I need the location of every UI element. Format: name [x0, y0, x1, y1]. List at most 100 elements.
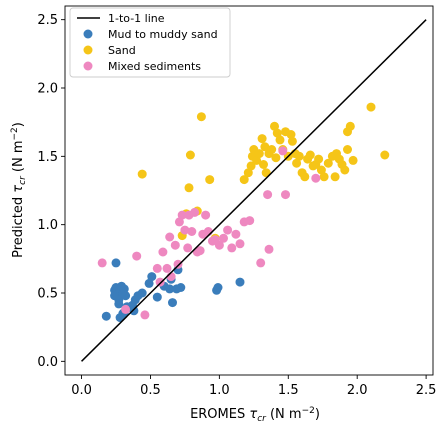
point-2-33: [245, 216, 255, 226]
x-tick-label-2: 1.0: [209, 383, 230, 398]
point-0-23: [147, 272, 157, 282]
point-1-37: [305, 150, 315, 160]
point-2-35: [263, 190, 273, 200]
legend-label-mud: Mud to muddy sand: [108, 28, 218, 41]
one-to-one-line: [81, 19, 427, 362]
point-1-25: [275, 135, 285, 145]
point-0-1: [111, 258, 121, 268]
point-1-15: [254, 149, 264, 159]
y-axis-label: Predicted τcr (N m−2): [10, 122, 28, 258]
point-1-40: [314, 154, 324, 164]
y-axis: 0.0 0.5 1.0 1.5 2.0 2.5: [37, 13, 65, 370]
point-2-31: [235, 239, 245, 249]
legend-swatch-sand: [83, 45, 93, 55]
point-0-28: [168, 298, 177, 308]
point-1-29: [286, 130, 296, 139]
point-2-10: [170, 240, 180, 250]
legend-swatch-mixed: [83, 61, 93, 71]
point-1-23: [271, 153, 281, 163]
legend-swatch-mud: [83, 29, 93, 39]
point-1-43: [323, 158, 333, 168]
point-2-2: [132, 251, 142, 261]
point-1-51: [348, 155, 358, 165]
point-0-0: [101, 311, 111, 321]
point-2-20: [195, 246, 205, 256]
point-2-26: [214, 240, 224, 250]
point-0-10: [119, 284, 129, 294]
point-2-13: [177, 210, 187, 220]
point-1-4: [185, 150, 195, 160]
point-1-55: [330, 172, 340, 182]
y-tick-label-2: 1.0: [37, 218, 58, 233]
point-1-54: [343, 145, 352, 154]
point-1-24: [272, 128, 282, 138]
point-1-30: [287, 136, 297, 146]
point-2-5: [155, 277, 165, 287]
y-tick-label-1: 0.5: [37, 287, 58, 302]
point-2-11: [173, 259, 183, 269]
point-2-7: [162, 263, 172, 273]
point-1-48: [340, 165, 350, 175]
point-0-34: [235, 277, 245, 287]
point-2-3: [140, 310, 150, 320]
point-2-1: [121, 304, 131, 314]
point-2-39: [311, 173, 321, 183]
point-0-24: [152, 292, 162, 302]
point-1-14: [252, 155, 262, 165]
point-1-50: [345, 121, 355, 131]
point-2-37: [278, 146, 288, 156]
point-1-10: [243, 168, 253, 178]
point-0-11: [121, 291, 131, 301]
point-1-22: [270, 121, 279, 131]
point-1-16: [257, 134, 267, 144]
point-1-42: [319, 172, 329, 182]
point-2-28: [223, 225, 233, 235]
point-0-22: [144, 278, 154, 288]
point-2-29: [227, 243, 237, 253]
x-tick-label-1: 0.5: [140, 383, 161, 398]
point-2-18: [190, 207, 200, 217]
x-tick-label-3: 1.5: [278, 383, 299, 398]
point-1-3: [184, 183, 194, 193]
x-axis-label: EROMES τcr (N m−2): [190, 406, 320, 424]
point-0-26: [165, 284, 175, 294]
y-tick-label-5: 2.5: [37, 13, 58, 28]
point-1-7: [205, 175, 215, 185]
point-1-0: [137, 169, 147, 179]
point-0-21: [137, 288, 147, 298]
point-0-18: [129, 306, 139, 316]
point-2-34: [256, 258, 266, 268]
point-1-52: [366, 102, 376, 112]
point-2-22: [201, 210, 211, 220]
point-1-21: [267, 145, 277, 154]
point-1-11: [246, 161, 256, 171]
point-1-18: [260, 142, 270, 152]
point-2-4: [152, 263, 162, 273]
legend-label-mixed: Mixed sediments: [108, 60, 201, 73]
point-2-30: [231, 229, 241, 239]
y-tick-label-4: 2.0: [37, 82, 58, 97]
legend-box: [69, 7, 231, 78]
point-1-41: [316, 165, 326, 175]
point-2-27: [219, 233, 228, 243]
x-axis: 0.0 0.5 1.0 1.5 2.0 2.5: [71, 375, 436, 398]
point-1-6: [196, 112, 206, 122]
legend-label-line: 1-to-1 line: [108, 12, 165, 25]
point-2-12: [174, 217, 184, 227]
x-tick-label-5: 2.5: [416, 383, 437, 398]
point-2-0: [97, 258, 107, 268]
point-1-33: [294, 151, 304, 161]
point-0-31: [176, 283, 186, 292]
point-2-15: [183, 243, 193, 253]
point-2-14: [180, 225, 190, 235]
x-tick-label-0: 0.0: [71, 383, 92, 398]
plot-marks: [81, 19, 427, 362]
point-1-9: [239, 175, 249, 185]
point-1-35: [300, 172, 310, 182]
point-0-12: [114, 299, 124, 309]
point-2-38: [281, 190, 290, 200]
point-2-36: [264, 244, 274, 254]
point-2-6: [158, 247, 168, 257]
point-2-8: [165, 232, 175, 242]
